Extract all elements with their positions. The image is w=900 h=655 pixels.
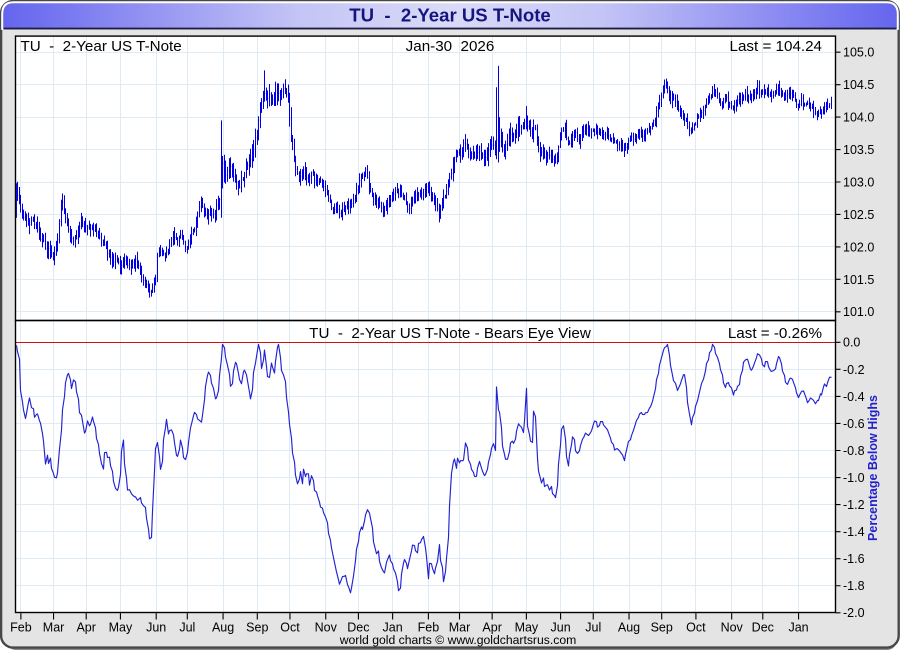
- svg-text:Feb: Feb: [418, 621, 440, 635]
- svg-text:Last = -0.26%: Last = -0.26%: [728, 325, 822, 342]
- svg-text:104.5: 104.5: [843, 78, 874, 92]
- svg-text:Jan: Jan: [383, 621, 403, 635]
- svg-text:Jan: Jan: [788, 621, 808, 635]
- svg-text:Oct: Oct: [280, 621, 300, 635]
- svg-text:102.0: 102.0: [843, 240, 874, 254]
- svg-text:Jun: Jun: [551, 621, 571, 635]
- svg-text:-1.6: -1.6: [843, 552, 865, 566]
- svg-text:Jun: Jun: [146, 621, 166, 635]
- svg-text:world gold charts © www.goldch: world gold charts © www.goldchartsrus.co…: [339, 633, 577, 647]
- svg-text:-1.2: -1.2: [843, 498, 865, 512]
- svg-text:May: May: [515, 621, 539, 635]
- svg-text:105.0: 105.0: [843, 46, 874, 60]
- svg-text:-2.0: -2.0: [843, 606, 865, 620]
- svg-text:Dec: Dec: [347, 621, 369, 635]
- svg-text:Oct: Oct: [686, 621, 706, 635]
- svg-text:103.0: 103.0: [843, 175, 874, 189]
- svg-text:Nov: Nov: [721, 621, 744, 635]
- svg-text:-1.4: -1.4: [843, 525, 865, 539]
- svg-text:104.0: 104.0: [843, 111, 874, 125]
- svg-text:Aug: Aug: [618, 621, 640, 635]
- svg-text:101.5: 101.5: [843, 273, 874, 287]
- svg-text:Jul: Jul: [179, 621, 195, 635]
- svg-text:Aug: Aug: [212, 621, 234, 635]
- svg-text:-0.8: -0.8: [843, 444, 865, 458]
- svg-text:0.0: 0.0: [843, 336, 860, 350]
- svg-text:Apr: Apr: [76, 621, 95, 635]
- svg-text:Last = 104.24: Last = 104.24: [730, 38, 822, 55]
- svg-text:-1.8: -1.8: [843, 579, 865, 593]
- svg-text:TU - 2-Year US T-Note: TU - 2-Year US T-Note: [21, 38, 182, 55]
- svg-text:102.5: 102.5: [843, 208, 874, 222]
- svg-text:Feb: Feb: [10, 621, 32, 635]
- svg-text:-0.6: -0.6: [843, 417, 865, 431]
- svg-text:TU - 2-Year US T-Note - Bear: TU - 2-Year US T-Note - Bears Eye View: [309, 325, 591, 342]
- svg-text:Mar: Mar: [43, 621, 65, 635]
- svg-text:Sep: Sep: [246, 621, 268, 635]
- svg-text:Jan-30 2026: Jan-30 2026: [406, 38, 495, 55]
- svg-text:103.5: 103.5: [843, 143, 874, 157]
- svg-text:-0.2: -0.2: [843, 363, 865, 377]
- svg-text:Percentage Below Highs: Percentage Below Highs: [866, 395, 880, 541]
- svg-text:May: May: [109, 621, 133, 635]
- svg-text:TU - 2-Year US T-Note: TU - 2-Year US T-Note: [349, 5, 550, 26]
- svg-text:101.0: 101.0: [843, 305, 874, 319]
- svg-text:Mar: Mar: [449, 621, 471, 635]
- svg-text:Sep: Sep: [651, 621, 673, 635]
- svg-text:-1.0: -1.0: [843, 471, 865, 485]
- svg-text:Dec: Dec: [752, 621, 774, 635]
- svg-text:-0.4: -0.4: [843, 390, 865, 404]
- svg-text:Jul: Jul: [585, 621, 601, 635]
- svg-text:Apr: Apr: [482, 621, 501, 635]
- svg-text:Nov: Nov: [315, 621, 338, 635]
